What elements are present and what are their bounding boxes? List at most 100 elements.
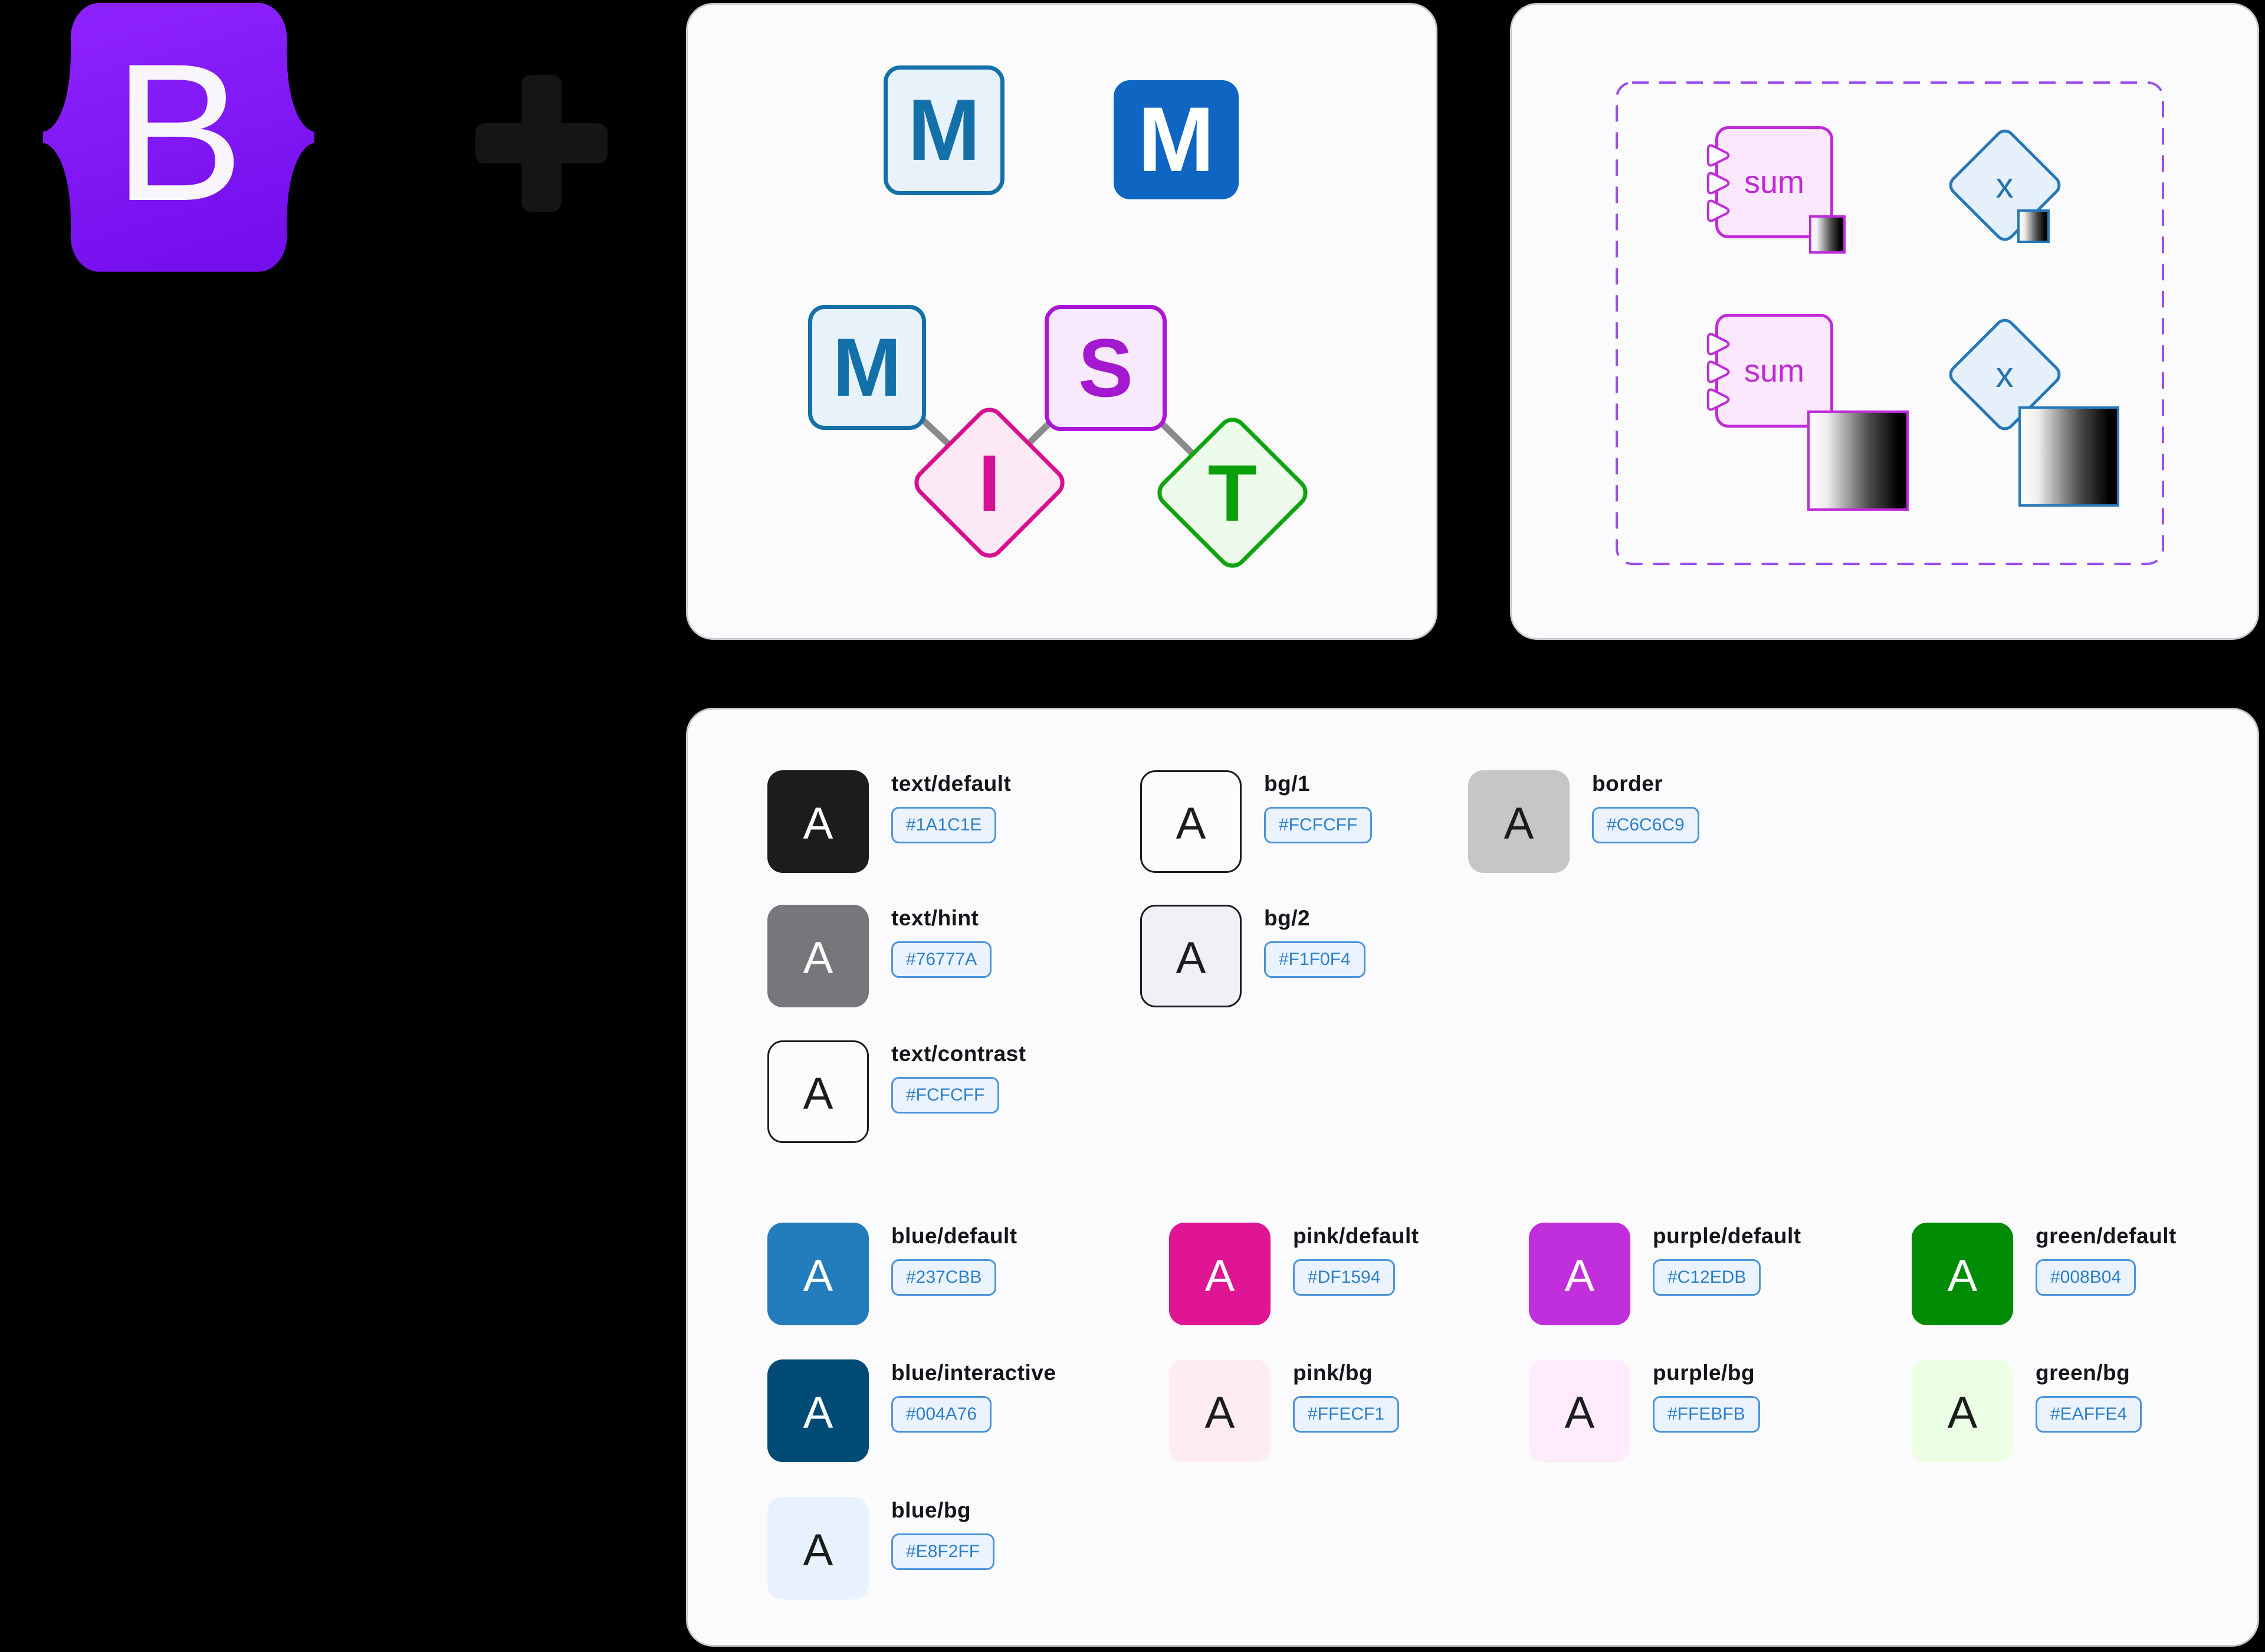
swatch-name: purple/default bbox=[1653, 1224, 1801, 1248]
m-badge-outline-letter: M bbox=[907, 81, 981, 179]
palette-item-text-hint: A text/hint #76777A bbox=[767, 905, 992, 1007]
color-palette-card: A text/default #1A1C1E A text/hint #7677… bbox=[686, 708, 2259, 1647]
sum-node-label: sum bbox=[1744, 165, 1804, 200]
input-port-icon bbox=[1707, 172, 1730, 195]
swatch-hex-chip: #C12EDB bbox=[1653, 1259, 1761, 1296]
color-swatch: A bbox=[1169, 1223, 1271, 1325]
swatch-letter: A bbox=[803, 799, 833, 849]
color-swatch: A bbox=[1912, 1223, 2013, 1325]
color-swatch: A bbox=[767, 770, 869, 873]
sum-node-label: sum bbox=[1744, 353, 1804, 389]
dashed-frame-rect bbox=[1616, 81, 2164, 565]
color-swatch: A bbox=[767, 1040, 869, 1143]
bootstrap-logo-shape bbox=[43, 3, 314, 272]
swatch-hex-chip: #237CBB bbox=[891, 1259, 997, 1296]
swatch-letter: A bbox=[803, 933, 833, 983]
input-port-icon bbox=[1707, 333, 1730, 356]
plus-icon bbox=[475, 75, 608, 212]
palette-item-blue-interactive: A blue/interactive #004A76 bbox=[767, 1359, 1056, 1462]
swatch-hex-chip: #DF1594 bbox=[1293, 1259, 1396, 1296]
swatch-hex-chip: #FCFCFF bbox=[891, 1077, 1000, 1114]
cluster-node-i-letter: I bbox=[978, 438, 1001, 528]
swatch-letter: A bbox=[1204, 1388, 1235, 1438]
swatch-name: text/default bbox=[891, 771, 1012, 796]
input-port-icon bbox=[1707, 388, 1730, 411]
dashed-frame bbox=[1616, 81, 2164, 565]
swatch-letter: A bbox=[803, 1388, 833, 1438]
swatch-letter: A bbox=[1504, 799, 1534, 849]
swatch-letter: A bbox=[1564, 1251, 1595, 1301]
x-node-label: x bbox=[1996, 354, 2014, 395]
color-swatch: A bbox=[767, 1223, 869, 1325]
swatch-name: pink/bg bbox=[1293, 1361, 1373, 1385]
swatch-letter: A bbox=[803, 1251, 833, 1301]
cluster-node-s-letter: S bbox=[1078, 321, 1134, 414]
swatch-name: blue/bg bbox=[891, 1498, 971, 1522]
swatch-name: bg/1 bbox=[1264, 771, 1311, 796]
cluster-node-t-letter: T bbox=[1207, 448, 1258, 538]
color-swatch: A bbox=[767, 1359, 869, 1462]
swatch-letter: A bbox=[1204, 1251, 1235, 1301]
cluster-node-m: M bbox=[808, 305, 926, 430]
swatch-hex-chip: #E8F2FF bbox=[891, 1533, 995, 1570]
swatch-letter: A bbox=[1176, 799, 1206, 849]
input-port-icon bbox=[1707, 199, 1730, 222]
swatch-name: green/bg bbox=[2036, 1361, 2131, 1385]
swatch-hex-chip: #76777A bbox=[891, 941, 992, 978]
palette-item-purple-bg: A purple/bg #FFEBFB bbox=[1529, 1359, 1760, 1462]
color-swatch: A bbox=[767, 905, 869, 1007]
swatch-hex-chip: #FFECF1 bbox=[1293, 1396, 1400, 1433]
sum-node-top: sum bbox=[1707, 126, 1833, 238]
palette-item-pink-default: A pink/default #DF1594 bbox=[1169, 1223, 1419, 1325]
swatch-letter: A bbox=[1947, 1388, 1978, 1438]
swatch-hex-chip: #1A1C1E bbox=[891, 807, 997, 843]
palette-item-blue-default: A blue/default #237CBB bbox=[767, 1223, 1017, 1325]
input-port-icon bbox=[1707, 360, 1730, 383]
sum-node-bottom: sum bbox=[1707, 314, 1833, 428]
m-badge-solid: M bbox=[1114, 80, 1239, 199]
color-swatch: A bbox=[1140, 770, 1242, 873]
swatch-hex-chip: #008B04 bbox=[2036, 1259, 2136, 1296]
node-styles-card: sum x sum x bbox=[1510, 3, 2259, 640]
swatch-name: purple/bg bbox=[1653, 1361, 1755, 1385]
swatch-name: bg/2 bbox=[1264, 906, 1311, 930]
m-badge-solid-letter: M bbox=[1138, 88, 1214, 191]
color-swatch: A bbox=[767, 1497, 869, 1600]
plus-horizontal-bar bbox=[475, 123, 608, 163]
input-port-icon bbox=[1707, 144, 1730, 167]
swatch-name: text/contrast bbox=[891, 1042, 1026, 1066]
mist-logo-card: M M M S I T bbox=[686, 3, 1437, 640]
palette-item-blue-bg: A blue/bg #E8F2FF bbox=[767, 1497, 995, 1600]
swatch-hex-chip: #EAFFE4 bbox=[2036, 1396, 2142, 1433]
color-swatch: A bbox=[1468, 770, 1570, 873]
swatch-letter: A bbox=[1176, 933, 1206, 983]
color-swatch: A bbox=[1912, 1359, 2013, 1462]
swatch-hex-chip: #FFEBFB bbox=[1653, 1396, 1760, 1433]
gradient-chip-large-sum bbox=[1807, 410, 1909, 511]
gradient-chip-large-x bbox=[2018, 406, 2119, 507]
cluster-node-s: S bbox=[1045, 305, 1167, 431]
color-swatch: A bbox=[1529, 1359, 1630, 1462]
swatch-name: text/hint bbox=[891, 906, 979, 930]
swatch-name: blue/interactive bbox=[891, 1361, 1056, 1385]
m-badge-outline: M bbox=[884, 65, 1005, 195]
swatch-hex-chip: #F1F0F4 bbox=[1264, 941, 1365, 978]
palette-item-border: A border #C6C6C9 bbox=[1468, 770, 1699, 873]
swatch-hex-chip: #FCFCFF bbox=[1264, 807, 1373, 843]
color-swatch: A bbox=[1140, 905, 1242, 1007]
swatch-name: border bbox=[1592, 771, 1663, 796]
gradient-chip-small-sum bbox=[1809, 215, 1846, 254]
color-swatch: A bbox=[1529, 1223, 1630, 1325]
palette-item-green-bg: A green/bg #EAFFE4 bbox=[1912, 1359, 2142, 1462]
gradient-chip-small-x bbox=[2017, 209, 2050, 243]
swatch-letter: A bbox=[803, 1069, 833, 1119]
color-swatch: A bbox=[1169, 1359, 1271, 1462]
palette-item-text-contrast: A text/contrast #FCFCFF bbox=[767, 1040, 1026, 1143]
bootstrap-logo: B bbox=[43, 3, 314, 272]
palette-item-green-default: A green/default #008B04 bbox=[1912, 1223, 2177, 1325]
swatch-name: blue/default bbox=[891, 1224, 1017, 1248]
palette-item-pink-bg: A pink/bg #FFECF1 bbox=[1169, 1359, 1400, 1462]
swatch-name: green/default bbox=[2036, 1224, 2177, 1248]
x-node-label: x bbox=[1996, 165, 2014, 205]
